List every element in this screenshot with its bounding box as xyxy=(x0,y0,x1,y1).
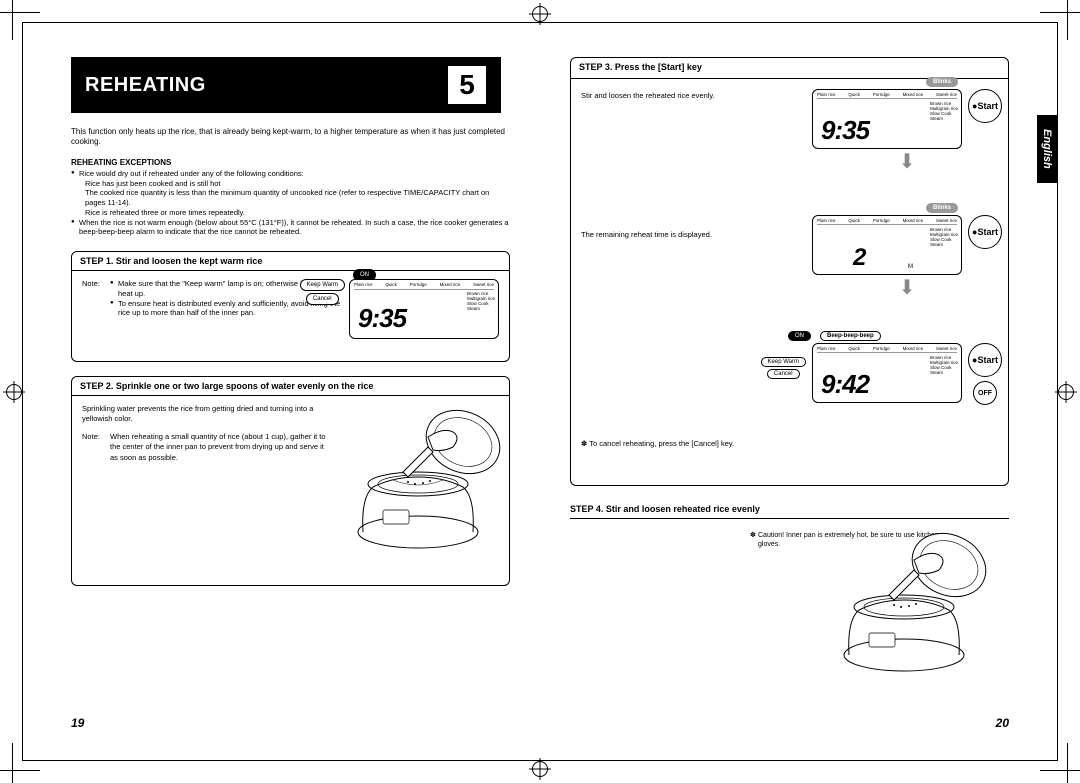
lcd-menu: Plain rice xyxy=(817,218,836,223)
step-3-box: STEP 3. Press the [Start] key Stir and l… xyxy=(570,57,1009,486)
lcd-time: 9:42 xyxy=(821,369,869,400)
exceptions-heading: REHEATING EXCEPTIONS xyxy=(71,158,510,167)
page-left: REHEATING 5 This function only heats up … xyxy=(23,23,540,760)
section-number: 5 xyxy=(447,65,487,105)
lcd-menu: Plain rice xyxy=(817,92,836,97)
lcd-time: 9:35 xyxy=(358,301,406,336)
lcd-m: M xyxy=(908,264,913,270)
start-label: ●Start xyxy=(972,355,998,365)
lcd-menu: Quick xyxy=(848,218,860,223)
lcd-menu: Quick xyxy=(848,92,860,97)
lcd-menu: Quick xyxy=(848,346,860,351)
exception-sub-2: The cooked rice quantity is less than th… xyxy=(71,188,510,208)
lcd-menu: Porridge xyxy=(410,282,427,288)
language-tab: English xyxy=(1037,115,1057,183)
exception-bullet-1: Rice would dry out if reheated under any… xyxy=(71,169,510,179)
step-4-title: STEP 4. Stir and loosen reheated rice ev… xyxy=(570,502,1009,516)
exception-sub-3: Rice is reheated three or more times rep… xyxy=(71,208,510,218)
arrow-down-icon: ⬇ xyxy=(812,275,1002,300)
step-2-box: STEP 2. Sprinkle one or two large spoons… xyxy=(71,376,510,586)
lcd-menu: Sweet rice xyxy=(936,92,957,97)
exception-sub-1: Rice has just been cooked and is still h… xyxy=(71,179,510,189)
lcd-display-2: Plain rice Quick Porridge Mixed rice Sweet r… xyxy=(812,89,962,149)
step-3-title: STEP 3. Press the [Start] key xyxy=(571,58,1008,76)
keepwarm-pill: Keep Warm xyxy=(761,357,806,367)
lcd-menu: Plain rice xyxy=(354,282,373,288)
keepwarm-pill: Keep Warm xyxy=(300,279,345,291)
lcd-time: 2 xyxy=(853,244,865,272)
step-2-title: STEP 2. Sprinkle one or two large spoons… xyxy=(72,377,509,396)
start-label: ●Start xyxy=(972,101,998,111)
step3-cancel-note: ✽ To cancel reheating, press the [Cancel… xyxy=(581,439,998,448)
start-button[interactable]: ●Start xyxy=(968,343,1002,377)
step2-body: Sprinkling water prevents the rice from … xyxy=(82,404,332,424)
page-number-left: 19 xyxy=(71,716,84,730)
lcd-menu: Sweet rice xyxy=(936,346,957,351)
start-button[interactable]: ●Start xyxy=(968,89,1002,123)
step-1-box: STEP 1. Stir and loosen the kept warm ri… xyxy=(71,251,510,362)
page-right: English STEP 3. Press the [Start] key St… xyxy=(540,23,1057,760)
lcd-side: Steam xyxy=(467,307,495,312)
lcd-menu: Porridge xyxy=(873,218,890,223)
cancel-pill: Cancel xyxy=(767,369,800,379)
lcd-menu: Mixed rice xyxy=(903,218,924,223)
lcd-side: Steam xyxy=(930,371,958,376)
start-label: ●Start xyxy=(972,227,998,237)
lcd-display-4: Plain rice Quick Porridge Mixed rice Sweet r… xyxy=(812,343,962,403)
page-number-right: 20 xyxy=(996,716,1009,730)
lcd-time: 9:35 xyxy=(821,115,869,146)
blinks-badge: Blinks xyxy=(926,77,958,87)
lcd-menu: Mixed rice xyxy=(440,282,461,288)
cancel-note-text: To cancel reheating, press the [Cancel] … xyxy=(589,439,734,448)
section-header: REHEATING 5 xyxy=(71,57,501,113)
lcd-menu: Plain rice xyxy=(817,346,836,351)
note-label: Note: xyxy=(82,279,110,318)
lcd-menu: Mixed rice xyxy=(903,92,924,97)
lcd-side: Steam xyxy=(930,243,958,248)
lcd-display-1: Plain rice Quick Porridge Mixed rice Swe… xyxy=(349,279,499,339)
step-4-box: STEP 4. Stir and loosen reheated rice ev… xyxy=(570,502,1009,695)
off-button[interactable]: OFF xyxy=(973,381,997,405)
rice-cooker-illustration xyxy=(333,402,503,552)
cancel-pill: Cancel xyxy=(306,293,339,305)
intro-text: This function only heats up the rice, th… xyxy=(71,127,510,148)
lcd-display-3: Plain rice Quick Porridge Mixed rice Sweet r… xyxy=(812,215,962,275)
lcd-menu: Mixed rice xyxy=(903,346,924,351)
note-label: Note: xyxy=(82,432,110,462)
step-1-title: STEP 1. Stir and loosen the kept warm ri… xyxy=(72,252,509,271)
section-title: REHEATING xyxy=(85,74,206,97)
lcd-side: Steam xyxy=(930,117,958,122)
lcd-menu: Porridge xyxy=(873,92,890,97)
step2-note: When reheating a small quantity of rice … xyxy=(110,432,332,462)
arrow-down-icon: ⬇ xyxy=(812,149,1002,174)
start-button[interactable]: ●Start xyxy=(968,215,1002,249)
on-badge: ON xyxy=(788,331,811,341)
beep-badge: Beep-beep-beep xyxy=(820,331,881,341)
exception-bullet-2: When the rice is not warm enough (below … xyxy=(71,218,510,238)
blinks-badge: Blinks xyxy=(926,203,958,213)
lcd-menu: Sweet rice xyxy=(473,282,494,288)
lcd-menu: Porridge xyxy=(873,346,890,351)
lcd-menu: Quick xyxy=(385,282,397,288)
lcd-menu: Sweet rice xyxy=(936,218,957,223)
rice-cooker-illustration xyxy=(819,525,989,675)
